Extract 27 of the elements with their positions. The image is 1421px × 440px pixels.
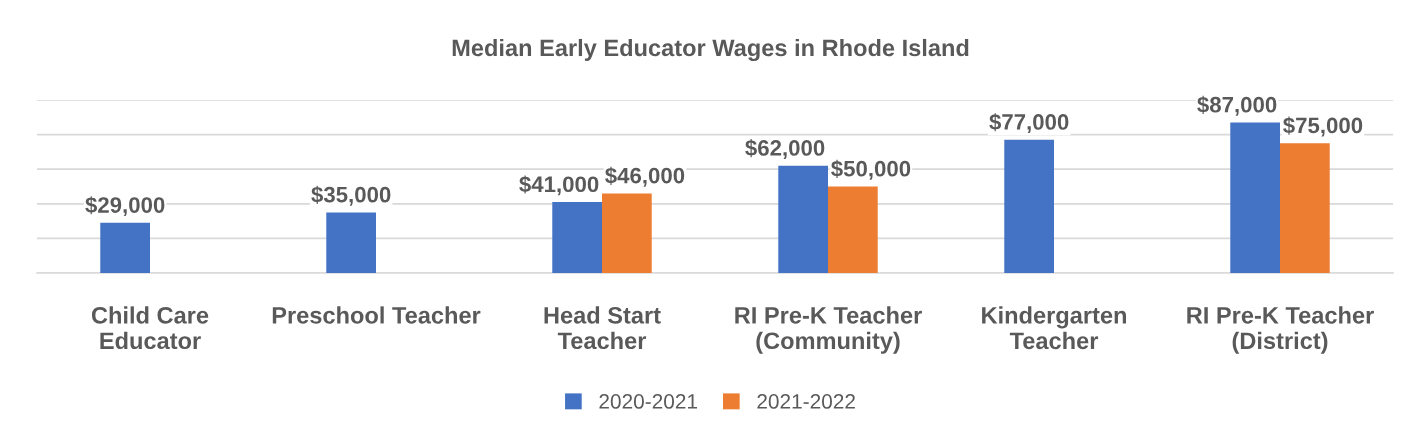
bar — [1230, 122, 1280, 273]
bar — [100, 222, 150, 273]
data-label: $77,000 — [989, 113, 1069, 134]
bar — [1004, 139, 1054, 273]
legend-label: 2021-2022 — [757, 394, 855, 409]
x-tick-label: Preschool Teacher — [272, 306, 481, 324]
bar — [778, 165, 828, 273]
data-label: $46,000 — [605, 166, 685, 187]
bar — [1280, 143, 1330, 273]
legend-label: 2020-2021 — [599, 394, 697, 409]
bar — [552, 202, 602, 273]
bar — [602, 193, 652, 273]
data-label: $41,000 — [519, 175, 599, 196]
data-label: $62,000 — [745, 139, 825, 160]
data-label: $87,000 — [1197, 95, 1277, 116]
x-tick-label: Head Start Teacher — [544, 306, 661, 350]
x-tick-label: RI Pre-K Teacher (Community) — [735, 306, 922, 354]
data-label: $50,000 — [831, 159, 911, 180]
x-tick-label: Child Care Educator — [91, 306, 209, 350]
data-label: $35,000 — [311, 185, 391, 206]
data-label: $75,000 — [1283, 116, 1363, 137]
bar — [828, 186, 878, 273]
x-tick-label: Kindergarten Teacher — [982, 306, 1127, 350]
x-tick-label: RI Pre-K Teacher (District) — [1187, 306, 1374, 354]
chart-title: Median Early Educator Wages in Rhode Island — [452, 38, 969, 62]
data-label: $29,000 — [85, 196, 165, 217]
bar — [326, 212, 376, 273]
